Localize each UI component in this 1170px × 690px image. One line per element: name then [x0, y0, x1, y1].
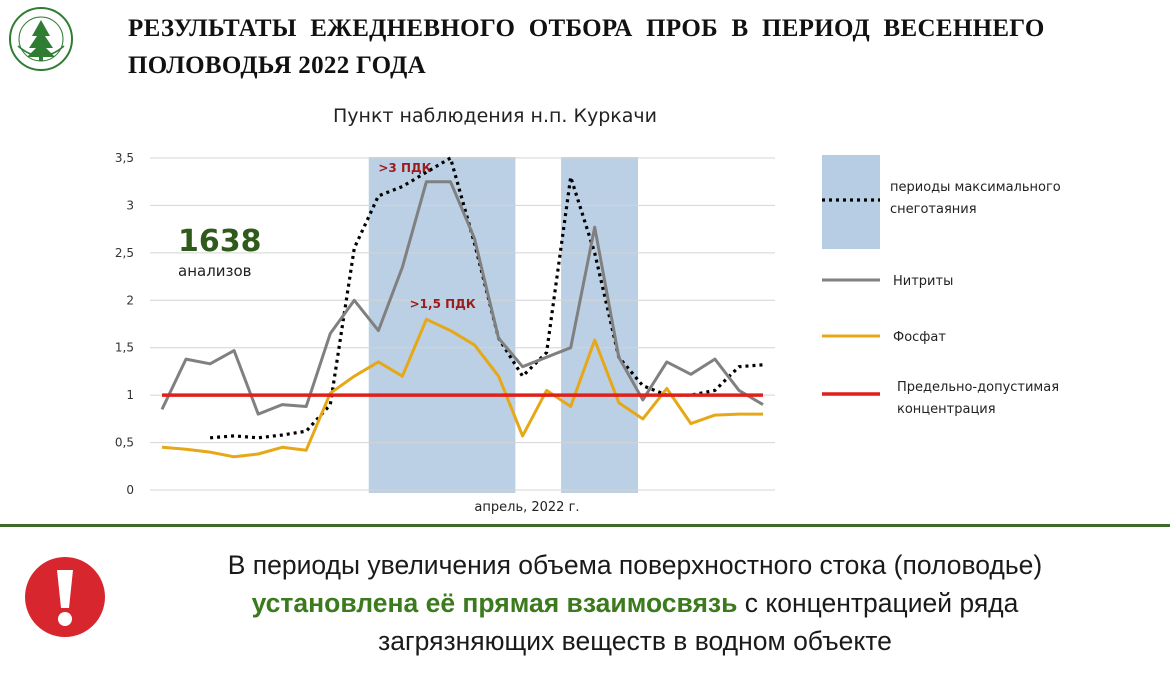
conclusion-line-1: В периоды увеличения объема поверхностно…	[227, 550, 1043, 580]
exclamation-warning-icon	[25, 557, 105, 637]
legend-label: периоды максимального	[890, 180, 1061, 195]
legend-band-swatch	[822, 155, 880, 249]
chart-title: Пункт наблюдения н.п. Куркачи	[333, 105, 657, 127]
conclusion-line-2: установлена её прямая взаимосвязь с конц…	[110, 584, 1160, 622]
conclusion-line-3: загрязняющих веществ в водном объекте	[378, 626, 892, 656]
y-tick-label: 2,5	[115, 246, 134, 260]
conclusion-line-2-rest: с концентрацией ряда	[737, 588, 1019, 618]
y-tick-label: 0,5	[115, 436, 134, 450]
y-tick-label: 1	[126, 388, 134, 402]
title-line-1: РЕЗУЛЬТАТЫ ЕЖЕДНЕВНОГО ОТБОРА ПРОБ В ПЕР…	[128, 15, 1045, 42]
callout-label: анализов	[178, 262, 252, 280]
x-axis-label: апрель, 2022 г.	[474, 500, 579, 515]
y-tick-label: 3	[126, 198, 134, 212]
y-tick-label: 3,5	[115, 151, 134, 165]
y-tick-label: 0	[126, 483, 134, 497]
page-title: РЕЗУЛЬТАТЫ ЕЖЕДНЕВНОГО ОТБОРА ПРОБ В ПЕР…	[128, 10, 1168, 84]
section-divider	[0, 524, 1170, 527]
legend-label: снеготаяния	[890, 202, 977, 217]
tree-emblem-icon	[9, 7, 73, 71]
y-tick-label: 1,5	[115, 341, 134, 355]
callout-value: 1638	[178, 224, 262, 259]
legend-label: концентрация	[897, 402, 996, 417]
conclusion-text: В периоды увеличения объема поверхностно…	[110, 546, 1160, 660]
legend-label: Предельно-допустимая	[897, 380, 1059, 395]
legend-label: Нитриты	[893, 274, 953, 289]
chart-legend: периоды максимального снеготаяния Нитриты Ф…	[822, 155, 1061, 417]
nitrites-series-line	[160, 180, 764, 416]
title-line-2: ПОЛОВОДЬЯ 2022 ГОДА	[128, 52, 426, 79]
annotation-label: >1,5 ПДК	[410, 297, 476, 311]
legend-label: Фосфат	[893, 330, 946, 345]
annotation-label: >3 ПДК	[378, 161, 431, 175]
y-tick-label: 2	[126, 293, 134, 307]
line-chart: 0 0,5 1 1,5 2 2,5 3 3,5 >3 ПДК >1,5 ПДК Пункт на…	[115, 105, 1061, 515]
conclusion-highlight: установлена её прямая взаимосвязь	[251, 588, 738, 618]
